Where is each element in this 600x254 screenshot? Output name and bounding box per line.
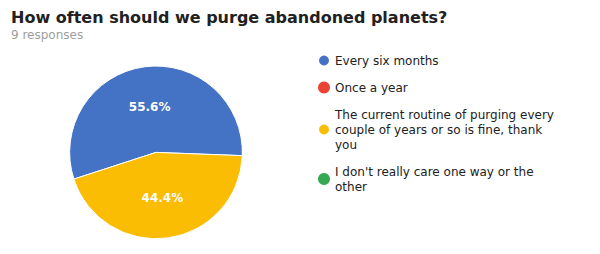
svg-text:other: other: [335, 180, 367, 194]
svg-text:55.6%: 55.6%: [129, 100, 171, 114]
svg-text:I don't really care one way or: I don't really care one way or the: [335, 165, 534, 179]
svg-text:Once a year: Once a year: [335, 81, 408, 95]
svg-text:9 responses: 9 responses: [11, 28, 83, 42]
svg-text:44.4%: 44.4%: [142, 191, 184, 205]
svg-text:couple of years or so is fine,: couple of years or so is fine, thank: [335, 123, 542, 137]
svg-text:How often should we purge aban: How often should we purge abandoned plan…: [11, 8, 447, 27]
svg-text:The current routine of purging: The current routine of purging every: [334, 108, 554, 122]
svg-text:Every six months: Every six months: [335, 54, 439, 68]
svg-text:you: you: [335, 138, 357, 152]
